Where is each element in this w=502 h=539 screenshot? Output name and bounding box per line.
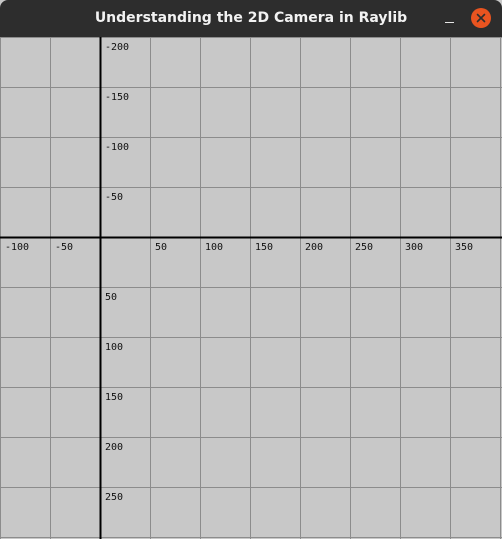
x-tick-label: 350: [455, 242, 473, 253]
world-grid: -100 -50 50 100 150 200 250 300 350 -200 -150 -100 -…: [0, 37, 502, 539]
close-icon: [476, 13, 486, 23]
render-canvas[interactable]: -100 -50 50 100 150 200 250 300 350 -200 -150 -100 -…: [0, 37, 502, 539]
y-tick-label: 50: [105, 292, 117, 303]
y-tick-label: 150: [105, 392, 123, 403]
x-tick-label: 100: [205, 242, 223, 253]
x-tick-label: -100: [5, 242, 29, 253]
x-tick-label: 200: [305, 242, 323, 253]
close-button[interactable]: [471, 8, 491, 28]
x-tick-label: 300: [405, 242, 423, 253]
y-tick-label: -150: [105, 92, 129, 103]
y-tick-label: 100: [105, 342, 123, 353]
x-tick-label: 250: [355, 242, 373, 253]
x-tick-label: 150: [255, 242, 273, 253]
x-tick-label: -50: [55, 242, 73, 253]
minimize-button[interactable]: [438, 8, 460, 30]
y-tick-label: 250: [105, 492, 123, 503]
window-title: Understanding the 2D Camera in Raylib: [94, 10, 408, 26]
minimize-icon: [445, 22, 454, 23]
y-tick-label: -50: [105, 192, 123, 203]
title-bar[interactable]: Understanding the 2D Camera in Raylib: [0, 0, 502, 37]
y-tick-label: -100: [105, 142, 129, 153]
y-tick-label: -200: [105, 42, 129, 53]
x-tick-label: 50: [155, 242, 167, 253]
y-tick-label: 200: [105, 442, 123, 453]
